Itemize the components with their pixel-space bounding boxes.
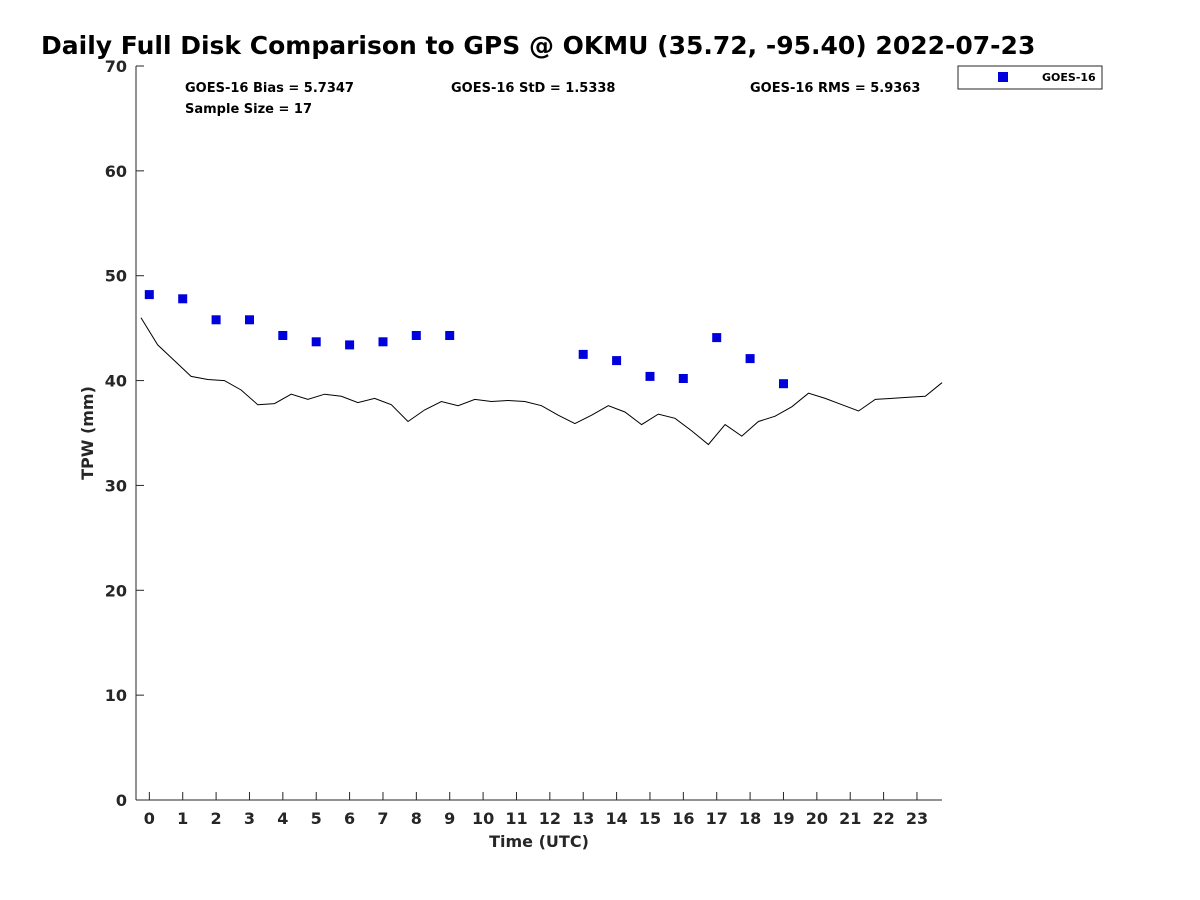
x-tick-label: 20 (806, 809, 828, 828)
y-tick-label: 20 (105, 581, 127, 600)
y-ticks: 0 10 20 30 40 50 60 70 (105, 57, 144, 810)
goes16-point (345, 340, 355, 350)
x-tick-label: 0 (144, 809, 155, 828)
x-tick-label: 9 (444, 809, 455, 828)
x-tick-label: 22 (872, 809, 894, 828)
x-tick-label: 13 (572, 809, 594, 828)
goes16-point (445, 331, 455, 340)
gps-tpw-line (140, 317, 943, 446)
legend-box (957, 65, 1103, 90)
goes16-point (211, 315, 221, 325)
goes16-point (712, 333, 722, 343)
y-tick-label: 40 (105, 372, 127, 391)
goes16-point (178, 294, 188, 304)
goes16-point (311, 337, 321, 347)
goes16-point (745, 354, 755, 364)
x-tick-label: 17 (706, 809, 728, 828)
y-tick-label: 0 (116, 791, 127, 810)
x-tick-label: 1 (177, 809, 188, 828)
x-tick-label: 4 (277, 809, 288, 828)
bias-stat: GOES-16 Bias = 5.7347 (185, 81, 354, 96)
x-tick-label: 16 (672, 809, 694, 828)
x-tick-label: 15 (639, 809, 661, 828)
goes16-point (645, 371, 655, 381)
goes16-point (578, 349, 588, 359)
goes16-point (779, 379, 788, 389)
goes16-point (245, 315, 254, 325)
goes16-point (144, 290, 154, 300)
std-stat: GOES-16 StD = 1.5338 (451, 81, 615, 96)
x-tick-label: 6 (344, 809, 355, 828)
goes16-point (612, 356, 622, 366)
goes16-point (411, 331, 421, 340)
legend-marker-goes16 (998, 72, 1008, 82)
x-axis-label: Time (UTC) (489, 832, 589, 851)
x-tick-label: 2 (211, 809, 222, 828)
legend: GOES-16 (957, 65, 1103, 90)
y-tick-label: 70 (105, 57, 127, 76)
rms-stat: GOES-16 RMS = 5.9363 (750, 81, 920, 96)
x-tick-label: 5 (311, 809, 322, 828)
y-tick-label: 50 (105, 267, 127, 286)
x-tick-label: 12 (539, 809, 561, 828)
goes16-point (278, 331, 288, 340)
x-tick-label: 8 (411, 809, 422, 828)
x-tick-label: 3 (244, 809, 255, 828)
x-tick-label: 21 (839, 809, 861, 828)
sample-size-stat: Sample Size = 17 (185, 102, 312, 117)
y-tick-label: 30 (105, 476, 127, 495)
y-axis-label: TPW (mm) (78, 386, 97, 480)
x-tick-label: 19 (772, 809, 794, 828)
y-tick-label: 10 (105, 686, 127, 705)
x-tick-label: 14 (605, 809, 627, 828)
x-tick-label: 7 (377, 809, 388, 828)
goes16-point (678, 374, 688, 383)
x-tick-label: 18 (739, 809, 761, 828)
x-tick-label: 23 (906, 809, 928, 828)
chart-title: Daily Full Disk Comparison to GPS @ OKMU… (41, 31, 1035, 60)
x-tick-label: 10 (472, 809, 494, 828)
x-tick-label: 11 (505, 809, 527, 828)
goes16-point (378, 337, 388, 347)
x-ticks: 0 1 2 3 4 5 6 7 8 9 10 11 12 13 14 15 16 17 18 19 20 21 22 23 (144, 792, 928, 828)
y-tick-label: 60 (105, 162, 127, 181)
goes16-points (144, 290, 788, 389)
legend-label-goes16: GOES-16 (1042, 71, 1096, 84)
